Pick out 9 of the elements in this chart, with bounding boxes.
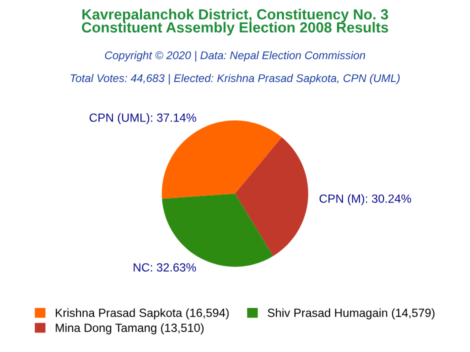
legend-label: Krishna Prasad Sapkota (16,594) (56, 308, 229, 320)
chart-subtitle: Copyright © 2020 | Data: Nepal Election Commission (105, 51, 366, 62)
data-label: NC: 32.63% (134, 263, 196, 272)
data-label: CPN (M): 30.24% (320, 194, 412, 206)
legend-label: Shiv Prasad Humagain (14,579) (268, 308, 434, 320)
text: Total Votes: 44,683 | Elected: Krishna Prasad Sapkota, CPN (UML) (70, 74, 400, 84)
chart-title: Kavrepalanchok District, Constituency No. 3 Constituent Assembly Election 2008 Results (82, 8, 388, 36)
data-label: CPN (UML): 37.14% (90, 113, 196, 124)
legend-label: Mina Dong Tamang (13,510) (56, 323, 204, 334)
